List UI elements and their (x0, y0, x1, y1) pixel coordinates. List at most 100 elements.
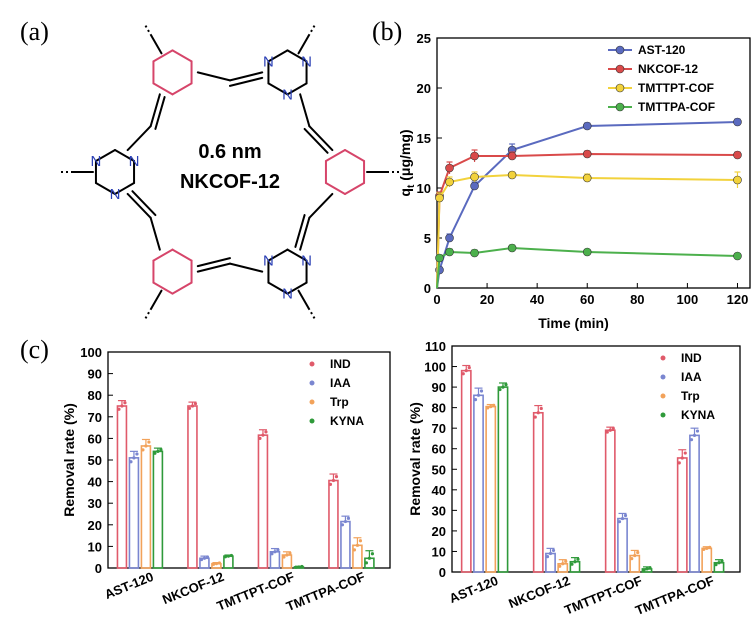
legend-entry: NKCOF-12 (638, 62, 698, 76)
category-label: TMTTPA-COF (633, 573, 716, 618)
data-point (470, 181, 479, 191)
triazine-ring-bond (286, 248, 308, 262)
y-tick-label: 60 (88, 431, 102, 446)
benzene-ring-bond (152, 248, 174, 262)
replicate-point (159, 447, 163, 452)
replicate-point (633, 553, 637, 558)
legend-entry: KYNA (330, 414, 364, 428)
y-tick-label: 60 (432, 442, 446, 457)
legend-entry: Trp (330, 395, 349, 409)
replicate-point (645, 567, 649, 571)
vinylene-bond (149, 93, 161, 128)
vinylene-double-bond (294, 214, 306, 248)
y-tick-label: 15 (417, 131, 431, 146)
replicate-point (141, 448, 145, 452)
bar-ind (676, 457, 688, 573)
bar-ind (604, 429, 616, 573)
panel-label-b: (b) (372, 17, 402, 46)
replicate-point (144, 444, 148, 448)
data-point (445, 247, 454, 257)
dashed-extension (144, 307, 153, 319)
replicate-point (156, 449, 160, 453)
replicate-point (190, 404, 195, 408)
replicate-point (689, 438, 694, 442)
x-tick-label: 60 (580, 292, 594, 307)
x-tick-label: 120 (727, 292, 749, 307)
kinetics-line-chart: 0 20 40 60 80 100 120 0 5 10 15 20 25 Time (min) qt (μ… (397, 31, 751, 331)
replicate-point (226, 554, 231, 558)
bar-iaa (128, 457, 140, 569)
bar-trp (485, 405, 497, 573)
triazine-ring-bond (94, 182, 116, 195)
dashed-extension (307, 307, 316, 319)
y-tick-label: 70 (88, 410, 102, 425)
triazine-ring-bond (286, 281, 308, 295)
replicate-point (132, 456, 136, 460)
bar-ind (187, 405, 198, 569)
replicate-point (358, 539, 363, 543)
plot-frame (436, 37, 751, 289)
legend-entry: IND (681, 351, 702, 365)
replicate-point (261, 433, 265, 437)
vinylene-bond (299, 216, 311, 251)
replicate-point (346, 516, 351, 520)
replicate-point (229, 553, 234, 558)
extension-bond (297, 289, 310, 309)
y-tick-label: 20 (432, 524, 446, 539)
y-tick-label: 70 (432, 421, 446, 436)
benzene-ring-bond (344, 182, 366, 195)
replicate-point (340, 523, 345, 527)
y-axis-label-unit: (μg/mg) (397, 129, 413, 184)
triazine-ring-bond (267, 281, 289, 295)
legend-entry: AST-120 (638, 43, 686, 57)
triazine-nitrogen-label: N (110, 186, 121, 203)
legend-entry: IAA (330, 376, 351, 390)
data-point (470, 248, 479, 258)
y-tick-label: 20 (417, 81, 431, 96)
replicate-point (695, 429, 700, 433)
replicate-point (187, 406, 192, 410)
data-point (582, 247, 592, 257)
replicate-point (217, 561, 222, 565)
triazine-nitrogen-label: N (91, 153, 102, 170)
replicate-point (489, 405, 493, 409)
triazine-ring-bond (286, 82, 308, 96)
benzene-ring-bond (171, 281, 193, 295)
replicate-point (620, 516, 625, 521)
y-axis-label: Removal rate (%) (61, 403, 77, 517)
replicate-point (199, 557, 204, 562)
y-tick-label: 40 (88, 475, 102, 490)
replicate-point (297, 565, 301, 569)
data-point (445, 163, 454, 173)
triazine-ring-bond (94, 149, 116, 162)
panel-label-a: (a) (20, 17, 49, 46)
replicate-point (193, 402, 198, 406)
data-point (445, 177, 454, 187)
y-tick-label: 20 (88, 518, 102, 533)
bar-ind (257, 434, 269, 569)
replicate-point (683, 451, 687, 455)
replicate-point (288, 551, 292, 555)
x-tick-label: 80 (630, 292, 644, 307)
benzene-ring-bond (171, 82, 193, 96)
replicate-point (328, 482, 333, 487)
replicate-point (692, 433, 697, 437)
bar-iaa (473, 394, 484, 573)
dashed-extension (307, 25, 316, 37)
data-point (582, 173, 592, 183)
replicate-point (276, 548, 280, 552)
data-point (435, 253, 444, 263)
replicate-point (467, 365, 471, 370)
category-label: TMTTPA-COF (284, 569, 367, 614)
y-tick-label: 40 (432, 483, 446, 498)
replicate-point (605, 430, 609, 434)
vinylene-bond (196, 262, 231, 273)
replicate-point (147, 440, 151, 444)
legend-marker (309, 361, 315, 367)
panel-label-c: (c) (20, 335, 49, 364)
replicate-point (294, 565, 298, 569)
data-point (733, 117, 742, 127)
bar-kyna (497, 386, 509, 573)
vinylene-double-bond (229, 76, 264, 87)
